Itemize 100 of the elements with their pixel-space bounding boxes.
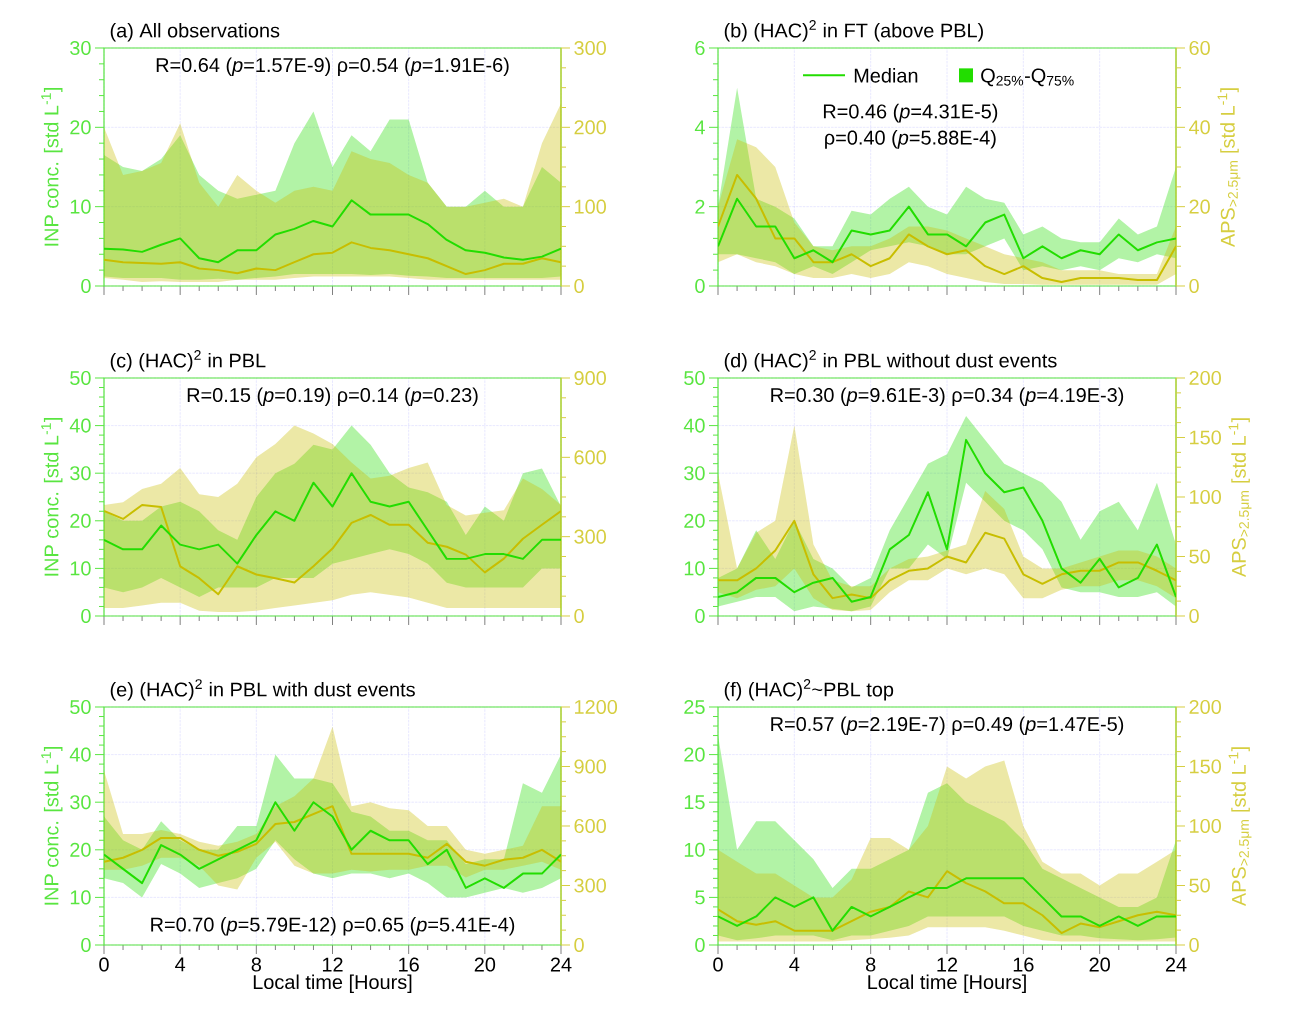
y-tick-label: 20	[70, 120, 91, 135]
chart-title: (e) (HAC)$^{2}$ in PBL with dust events	[110, 679, 415, 701]
chart-title: (b) (HAC)$^{2}$ in FT (above PBL)	[724, 20, 983, 42]
x-tick-label: 24	[550, 957, 572, 972]
line-series	[104, 801, 561, 889]
y-tick-label: 50	[70, 699, 91, 715]
y2-tick-label: 200	[1189, 370, 1221, 386]
y-axis-title: INP conc. [std L$^{-1}$]	[41, 87, 63, 246]
line-series	[104, 503, 561, 596]
y-axis-title: INP conc. [std L$^{-1}$]	[41, 417, 63, 576]
y2-tick-label: 40	[1188, 120, 1210, 135]
annotation: Q$_{25%}$-Q$_{75%}$	[981, 68, 1074, 87]
chart-title: (f) (HAC)$^{2}$~PBL top	[724, 679, 894, 701]
y2-axis-title: APS$_{>2.5μm}$ [std L$^{-1}$]	[1228, 418, 1252, 578]
y2-tick-label: 1200	[575, 699, 618, 715]
y-tick-label: 50	[70, 370, 91, 386]
y-tick-label: 40	[69, 418, 91, 433]
y2-tick-label: 0	[1189, 278, 1199, 294]
chart-title: (d) (HAC)$^{2}$ in PBL without dust events	[724, 350, 1057, 372]
annotation: R=0.70 (p=5.79E-12) ρ=0.65 (p=5.41E-4)	[151, 916, 515, 936]
y-tick-label: 25	[684, 699, 705, 715]
x-tick-label: 8	[251, 957, 262, 972]
y2-tick-label: 600	[574, 818, 606, 834]
y-tick-label: 40	[69, 747, 91, 762]
y-tick-label: 0	[81, 937, 91, 953]
x-tick-label: 20	[1089, 957, 1110, 972]
y-tick-label: 50	[684, 370, 705, 386]
chart-title: (a) All observations	[110, 22, 280, 42]
y2-tick-label: 900	[574, 370, 606, 386]
y2-tick-label: 900	[574, 759, 606, 774]
y2-tick-label: 0	[1189, 608, 1199, 624]
y2-tick-label: 60	[1189, 40, 1210, 56]
y-tick-label: 10	[70, 199, 91, 214]
y-tick-label: 10	[70, 561, 91, 576]
y-tick-label: 2	[695, 199, 705, 214]
y2-tick-label: 20	[1189, 199, 1210, 214]
y-tick-label: 0	[81, 278, 91, 294]
y-tick-label: 5	[695, 890, 705, 905]
x-tick-label: 16	[1013, 957, 1034, 972]
y-tick-label: 0	[695, 608, 705, 624]
x-tick-label: 0	[713, 957, 723, 972]
y-tick-label: 30	[70, 795, 91, 810]
y2-tick-label: 50	[1189, 549, 1210, 564]
annotation: R=0.46 (p=4.31E-5)	[823, 103, 998, 123]
y2-tick-label: 200	[1189, 699, 1221, 715]
y2-tick-label: 100	[1190, 489, 1221, 505]
y2-tick-label: 200	[574, 120, 606, 135]
line-series	[718, 519, 1177, 600]
y-tick-label: 0	[695, 278, 705, 294]
annotation: R=0.57 (p=2.19E-7) ρ=0.49 (p=1.47E-5)	[771, 716, 1124, 736]
annotation: ρ=0.40 (p=5.88E-4)	[825, 130, 996, 149]
chart-title: (c) (HAC)$^{2}$ in PBL	[110, 350, 266, 372]
y-tick-label: 15	[684, 795, 705, 810]
line-series	[718, 197, 1177, 264]
x-tick-label: 24	[1165, 957, 1187, 972]
y2-axis-title: APS$_{>2.5μm}$ [std L$^{-1}$]	[1217, 88, 1241, 248]
x-axis-title: Local time [Hours]	[253, 974, 412, 994]
x-tick-label: 4	[175, 957, 186, 972]
y-tick-label: 20	[684, 513, 705, 528]
annotation: R=0.15 (p=0.19) ρ=0.14 (p=0.23)	[187, 387, 478, 407]
y-tick-label: 0	[81, 608, 91, 624]
y2-tick-label: 300	[574, 878, 606, 893]
y-tick-label: 0	[695, 937, 705, 953]
y-tick-label: 30	[70, 466, 91, 481]
x-tick-label: 20	[474, 957, 496, 972]
y2-tick-label: 0	[1189, 937, 1199, 953]
x-tick-label: 4	[789, 957, 800, 972]
y-tick-label: 20	[70, 513, 91, 528]
y-tick-label: 40	[683, 418, 705, 433]
y2-tick-label: 150	[1190, 759, 1221, 774]
y-tick-label: 10	[684, 842, 705, 857]
x-axis-title: Local time [Hours]	[868, 974, 1026, 994]
y2-tick-label: 0	[574, 937, 584, 953]
x-tick-label: 12	[322, 957, 343, 972]
y2-tick-label: 300	[574, 529, 606, 544]
annotation: R=0.30 (p=9.61E-3) ρ=0.34 (p=4.19E-3)	[771, 387, 1124, 407]
y-tick-label: 6	[695, 40, 705, 56]
y2-tick-label: 0	[574, 278, 584, 294]
y2-tick-label: 150	[1190, 430, 1221, 445]
y2-tick-label: 600	[574, 450, 606, 465]
y2-tick-label: 300	[574, 40, 606, 56]
x-tick-label: 8	[865, 957, 876, 972]
y2-tick-label: 100	[575, 199, 606, 214]
y2-tick-label: 50	[1189, 878, 1210, 893]
y-tick-label: 20	[684, 747, 705, 762]
x-tick-label: 0	[99, 957, 109, 972]
y-axis-title: INP conc. [std L$^{-1}$]	[41, 746, 63, 905]
y-tick-label: 20	[70, 842, 91, 857]
annotation: R=0.64 (p=1.57E-9) ρ=0.54 (p=1.91E-6)	[156, 57, 509, 77]
y-tick-label: 10	[684, 561, 705, 576]
y2-axis-title: APS$_{>2.5μm}$ [std L$^{-1}$]	[1228, 747, 1252, 907]
y-tick-label: 10	[70, 890, 91, 905]
y-tick-label: 30	[684, 466, 705, 481]
x-tick-label: 16	[399, 957, 419, 972]
y-tick-label: 30	[70, 40, 91, 56]
y-tick-label: 4	[694, 120, 705, 135]
line-series	[104, 472, 561, 565]
y2-tick-label: 0	[574, 608, 584, 624]
x-tick-label: 12	[937, 957, 958, 972]
y2-tick-label: 100	[1190, 818, 1221, 834]
